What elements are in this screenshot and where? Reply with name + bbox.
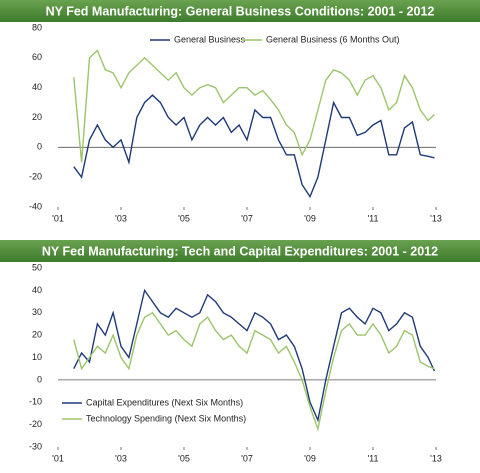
y-tick-label: -10 <box>29 397 42 407</box>
y-tick-label: 40 <box>32 82 42 92</box>
chart-title: NY Fed Manufacturing: Tech and Capital E… <box>42 244 438 258</box>
series-line <box>73 94 435 199</box>
y-tick-label: 0 <box>37 142 42 152</box>
x-tick-label: '09 <box>304 453 316 463</box>
y-tick-label: -20 <box>29 172 42 182</box>
x-tick-label: '03 <box>115 453 127 463</box>
legend-label: General Business (6 Months Out) <box>266 34 400 44</box>
x-tick-label: '11 <box>367 213 378 223</box>
legend-label: Technology Spending (Next Six Months) <box>86 413 246 423</box>
series-line <box>73 49 435 163</box>
y-tick-label: -40 <box>29 201 42 211</box>
y-tick-label: 0 <box>37 374 42 384</box>
x-tick-label: '07 <box>241 213 253 223</box>
y-tick-label: 50 <box>32 262 42 272</box>
series-line <box>73 288 436 423</box>
x-tick-label: '01 <box>52 453 64 463</box>
x-tick-label: '05 <box>178 213 190 223</box>
x-tick-label: '09 <box>304 213 316 223</box>
title-bar <box>0 240 480 262</box>
chart-title: NY Fed Manufacturing: General Business C… <box>46 4 435 18</box>
x-tick-label: '05 <box>178 453 190 463</box>
x-tick-label: '11 <box>367 453 378 463</box>
y-tick-label: 30 <box>32 307 42 317</box>
y-tick-label: 40 <box>32 285 42 295</box>
legend-label: General Business <box>174 34 246 44</box>
y-tick-label: 60 <box>32 52 42 62</box>
legend-label: Capital Expenditures (Next Six Months) <box>86 397 243 407</box>
y-tick-label: -20 <box>29 419 42 429</box>
x-tick-label: '03 <box>115 213 127 223</box>
y-tick-label: 20 <box>32 112 42 122</box>
series-line <box>73 311 435 432</box>
x-tick-label: '07 <box>241 453 253 463</box>
y-tick-label: -30 <box>29 441 42 451</box>
y-tick-label: 80 <box>32 22 42 32</box>
x-tick-label: '13 <box>430 453 442 463</box>
y-tick-label: 10 <box>32 352 42 362</box>
x-tick-label: '13 <box>430 213 442 223</box>
y-tick-label: 20 <box>32 330 42 340</box>
x-tick-label: '01 <box>52 213 64 223</box>
title-bar <box>0 0 480 22</box>
